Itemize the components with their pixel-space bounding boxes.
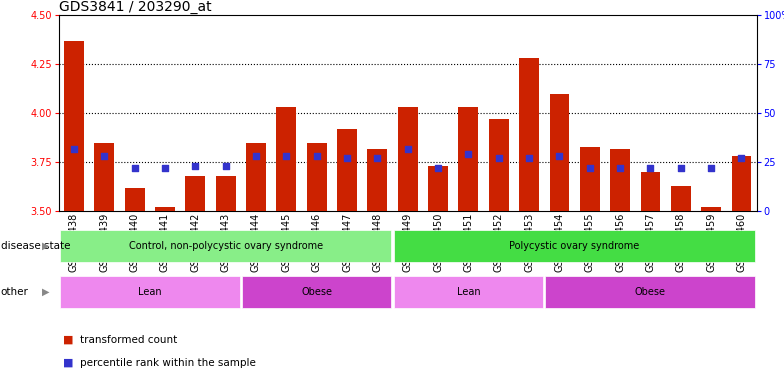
Point	[280, 153, 292, 159]
Text: disease state: disease state	[1, 241, 71, 251]
Point	[67, 146, 80, 152]
Bar	[307, 142, 326, 211]
Point	[158, 165, 171, 171]
Bar	[489, 119, 509, 211]
Bar	[701, 207, 721, 211]
Text: transformed count: transformed count	[80, 335, 177, 345]
Bar	[731, 156, 751, 211]
Point	[614, 165, 626, 171]
Bar	[94, 142, 114, 211]
Bar	[246, 142, 266, 211]
Text: percentile rank within the sample: percentile rank within the sample	[80, 358, 256, 368]
Point	[371, 155, 383, 161]
Bar	[394, 230, 755, 262]
Text: GDS3841 / 203290_at: GDS3841 / 203290_at	[59, 0, 212, 14]
Point	[705, 165, 717, 171]
Point	[189, 163, 201, 169]
Point	[553, 153, 565, 159]
Text: ■: ■	[63, 358, 73, 368]
Bar	[60, 276, 240, 308]
Point	[735, 155, 748, 161]
Point	[674, 165, 687, 171]
Bar	[60, 230, 391, 262]
Point	[220, 163, 232, 169]
Text: ▶: ▶	[42, 287, 49, 297]
Bar	[394, 276, 543, 308]
Point	[129, 165, 141, 171]
Bar	[186, 176, 205, 211]
Bar	[64, 41, 84, 211]
Bar	[580, 147, 600, 211]
Text: ▶: ▶	[42, 241, 49, 251]
Text: ■: ■	[63, 335, 73, 345]
Bar	[155, 207, 175, 211]
Point	[341, 155, 354, 161]
Bar	[397, 108, 418, 211]
Bar	[550, 94, 569, 211]
Point	[98, 153, 111, 159]
Bar	[671, 186, 691, 211]
Bar	[641, 172, 660, 211]
Point	[462, 151, 474, 157]
Point	[401, 146, 414, 152]
Text: Lean: Lean	[456, 287, 480, 297]
Point	[583, 165, 596, 171]
Point	[432, 165, 445, 171]
Bar	[368, 149, 387, 211]
Text: Obese: Obese	[301, 287, 332, 297]
Text: Control, non-polycystic ovary syndrome: Control, non-polycystic ovary syndrome	[129, 241, 323, 251]
Point	[250, 153, 263, 159]
Bar	[519, 58, 539, 211]
Bar	[242, 276, 391, 308]
Point	[644, 165, 657, 171]
Text: Lean: Lean	[138, 287, 162, 297]
Bar	[546, 276, 755, 308]
Bar	[428, 166, 448, 211]
Bar	[216, 176, 235, 211]
Point	[310, 153, 323, 159]
Bar	[610, 149, 630, 211]
Text: Obese: Obese	[635, 287, 666, 297]
Point	[523, 155, 535, 161]
Text: Polycystic ovary syndrome: Polycystic ovary syndrome	[510, 241, 640, 251]
Bar	[459, 108, 478, 211]
Text: other: other	[1, 287, 29, 297]
Bar	[125, 188, 144, 211]
Bar	[277, 108, 296, 211]
Bar	[337, 129, 357, 211]
Point	[492, 155, 505, 161]
